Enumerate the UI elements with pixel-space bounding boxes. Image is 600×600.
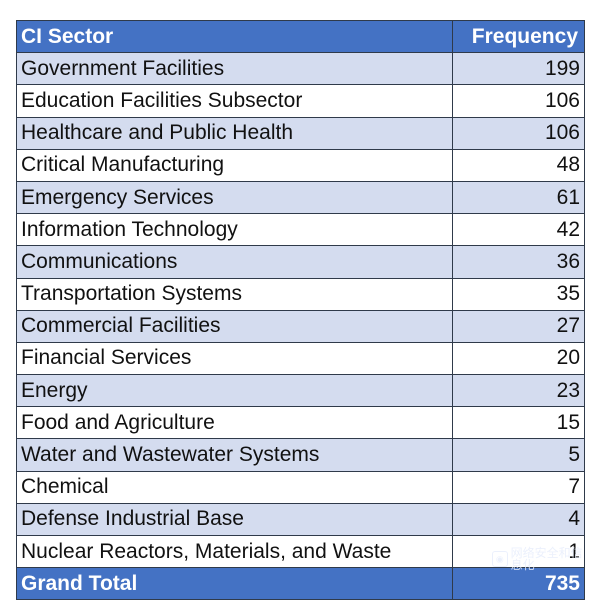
table-row: Healthcare and Public Health 106 <box>16 116 585 150</box>
frequency-cell: 106 <box>452 116 585 150</box>
frequency-cell: 5 <box>452 438 585 472</box>
frequency-cell: 35 <box>452 277 585 311</box>
sector-cell: Nuclear Reactors, Materials, and Waste <box>16 534 453 569</box>
frequency-cell: 61 <box>452 180 585 215</box>
sector-cell: Energy <box>16 374 453 408</box>
frequency-cell: 20 <box>452 341 585 376</box>
frequency-cell: 15 <box>452 406 585 440</box>
table-row: Water and Wastewater Systems 5 <box>16 438 585 472</box>
sector-cell: Education Facilities Subsector <box>16 84 453 118</box>
sector-cell: Financial Services <box>16 341 453 376</box>
ci-sector-table: CI Sector Frequency Government Facilitie… <box>16 19 585 600</box>
table-row: Commercial Facilities 27 <box>16 309 585 343</box>
table-row: Transportation Systems 35 <box>16 277 585 311</box>
grand-total-label: Grand Total <box>16 567 453 600</box>
table-body: Government Facilities 199 Education Facili… <box>16 52 585 569</box>
sector-cell: Commercial Facilities <box>16 309 453 343</box>
sector-cell: Defense Industrial Base <box>16 502 453 537</box>
frequency-cell: 27 <box>452 309 585 343</box>
ci-sector-table-container: CI Sector Frequency Government Facilitie… <box>16 19 585 600</box>
sector-cell: Chemical <box>16 470 453 504</box>
table-row: Financial Services 20 <box>16 341 585 376</box>
grand-total-value: 735 <box>452 567 585 600</box>
table-row: Defense Industrial Base 4 <box>16 502 585 537</box>
sector-cell: Food and Agriculture <box>16 406 453 440</box>
sector-cell: Healthcare and Public Health <box>16 116 453 150</box>
table-row: Food and Agriculture 15 <box>16 406 585 440</box>
header-frequency: Frequency <box>452 19 585 54</box>
watermark: ◉ 网络安全和信息化 <box>492 546 592 572</box>
table-row: Communications 36 <box>16 245 585 279</box>
sector-cell: Transportation Systems <box>16 277 453 311</box>
frequency-cell: 7 <box>452 470 585 504</box>
frequency-cell: 4 <box>452 502 585 537</box>
sector-cell: Communications <box>16 245 453 279</box>
table-row: Nuclear Reactors, Materials, and Waste 1 <box>16 534 585 569</box>
table-header-row: CI Sector Frequency <box>16 19 585 54</box>
table-row: Education Facilities Subsector 106 <box>16 84 585 118</box>
sector-cell: Water and Wastewater Systems <box>16 438 453 472</box>
frequency-cell: 199 <box>452 52 585 86</box>
frequency-cell: 48 <box>452 148 585 182</box>
header-ci-sector: CI Sector <box>16 19 453 54</box>
sector-cell: Emergency Services <box>16 180 453 215</box>
frequency-cell: 23 <box>452 374 585 408</box>
frequency-cell: 42 <box>452 213 585 247</box>
frequency-cell: 36 <box>452 245 585 279</box>
table-row: Critical Manufacturing 48 <box>16 148 585 182</box>
sector-cell: Information Technology <box>16 213 453 247</box>
frequency-cell: 106 <box>452 84 585 118</box>
table-row: Information Technology 42 <box>16 213 585 247</box>
table-row: Energy 23 <box>16 374 585 408</box>
watermark-text: 网络安全和信息化 <box>510 546 583 572</box>
sector-cell: Government Facilities <box>16 52 453 86</box>
table-row: Government Facilities 199 <box>16 52 585 86</box>
sector-cell: Critical Manufacturing <box>16 148 453 182</box>
table-row: Chemical 7 <box>16 470 585 504</box>
watermark-logo-icon: ◉ <box>492 551 508 567</box>
table-row: Emergency Services 61 <box>16 180 585 215</box>
grand-total-row: Grand Total 735 <box>16 567 585 600</box>
